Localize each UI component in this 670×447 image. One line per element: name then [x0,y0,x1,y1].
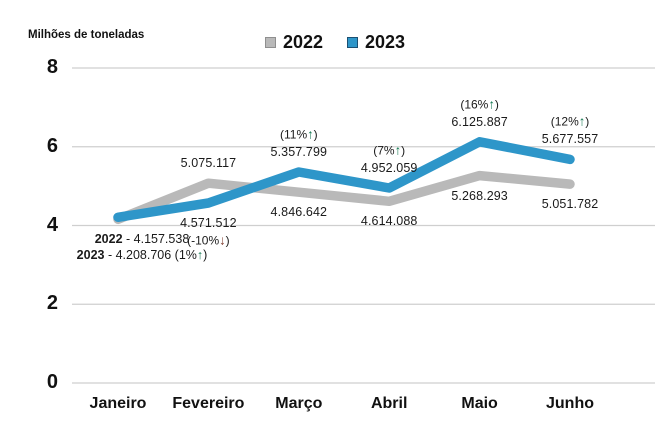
pct-change-label-2: (11%↑) [280,127,318,142]
arrow-up-icon: ↑ [307,126,314,142]
value-label-2023-3: 4.952.059 [360,161,418,175]
y-tick-label-4: 4 [46,213,58,236]
annotation-close: ) [203,248,208,262]
annotation-year: 2023 [76,248,105,262]
value-label-2022-3: 4.614.088 [360,214,418,229]
legend-item-2023: 2023 [347,32,405,53]
pct-text-post: ) [225,233,230,248]
pct-text-pre: (16% [460,97,489,112]
janeiro-annotation: 2022 - 4.157.538 2023 - 4.208.706 (1%↑) [77,231,208,263]
pct-change-label-5: (12%↑) [551,114,590,129]
pct-text-pre: (-10% [187,233,220,248]
legend-swatch-2022-icon [264,36,276,48]
y-tick-label-6: 6 [46,134,58,157]
legend-label-2022: 2022 [282,31,323,52]
pct-change-label-3: (7%↑) [373,143,405,158]
annotation-value: - 4.208.706 (1% [104,248,197,262]
pct-change-label-1: (-10%↓) [187,232,230,247]
pct-text-pre: (11% [279,127,308,142]
pct-text-post: ) [494,97,499,112]
arrow-down-icon: ↓ [219,232,226,248]
legend-item-2022: 2022 [264,31,323,53]
value-label-2022-1: 5.075.117 [180,156,237,171]
annotation-line-0: 2022 - 4.157.538 [77,231,208,247]
pct-text-post: ) [313,127,318,142]
y-tick-label-0: 0 [46,371,58,394]
pct-text-pre: (12% [550,114,579,129]
value-label-2022-2: 4.846.642 [270,205,328,220]
x-axis-label-0: Janeiro [89,395,147,412]
value-label-2023-5: 5.677.557 [541,132,599,147]
arrow-up-icon: ↑ [488,96,495,112]
y-tick-label-8: 8 [46,56,58,79]
legend-swatch-2023-icon [347,36,358,48]
arrow-up-icon: ↑ [196,248,204,262]
y-tick-label-2: 2 [46,292,58,315]
x-axis-label-4: Maio [461,395,498,412]
value-label-2022-4: 5.268.293 [451,188,508,203]
pct-text-post: ) [585,114,590,129]
arrow-up-icon: ↑ [394,142,402,158]
value-label-2023-1: 4.571.512 [180,215,237,230]
x-axis-label-1: Fevereiro [172,395,245,412]
arrow-up-icon: ↑ [578,113,586,129]
value-label-2023-2: 5.357.799 [270,145,328,160]
series-line-2022 [113,170,575,225]
pct-text-post: ) [401,143,406,158]
x-axis-label-5: Junho [546,395,594,412]
value-label-2022-5: 5.051.782 [541,197,599,212]
y-axis-unit-label: Milhões de toneladas [28,29,145,41]
pct-change-label-4: (16%↑) [460,96,499,111]
value-label-2023-4: 6.125.887 [451,114,508,129]
x-axis-label-2: Março [275,395,323,412]
annotation-value: - 4.157.538 [122,232,190,246]
x-axis-label-3: Abril [370,395,408,412]
pct-text-pre: (7% [373,143,395,158]
annotation-line-1: 2023 - 4.208.706 (1%↑) [77,247,208,263]
legend-label-2023: 2023 [365,31,406,52]
chart-legend: 2022 2023 [0,31,670,53]
annotation-year: 2022 [94,232,123,246]
series-line-2023 [113,137,575,223]
